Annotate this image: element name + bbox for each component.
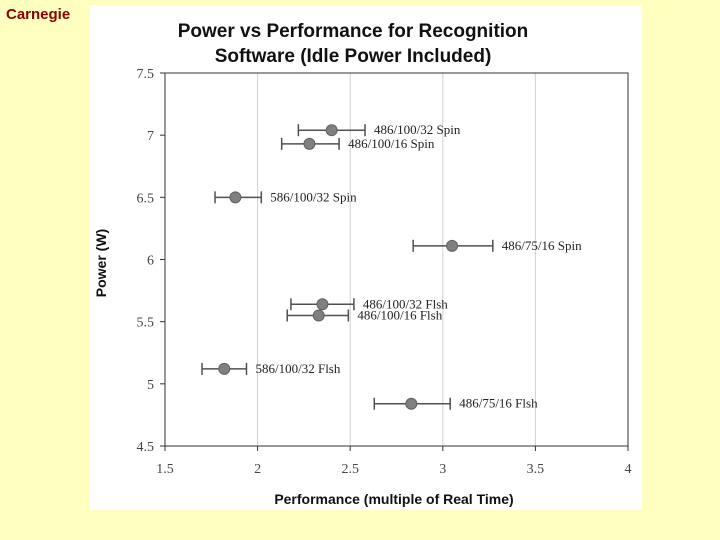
data-point-1: 486/100/32 Spin: [297, 122, 461, 137]
y-tick-label-2: 6.5: [137, 191, 155, 206]
y-tick-label-1: 7: [147, 129, 154, 144]
y-tick-label-3: 6: [147, 254, 154, 269]
data-point-2: 486/100/16 Spin: [280, 136, 435, 151]
point-label-3: 586/100/32 Spin: [270, 189, 357, 204]
point-label-6: 486/100/16 Flsh: [357, 307, 442, 322]
x-tick-label-5: 4: [625, 462, 632, 477]
marker-1: [325, 124, 338, 137]
marker-8: [405, 397, 418, 410]
y-tick-label-4: 5.5: [137, 316, 155, 331]
x-tick-label-1: 2: [254, 462, 261, 477]
chart-title-line-2: Software (Idle Power Included): [215, 46, 492, 67]
x-tick-label-0: 1.5: [156, 462, 174, 477]
x-tick-label-4: 3.5: [527, 462, 545, 477]
marker-3: [229, 191, 242, 204]
chart-panel: 1.5 2 2.5 3 3.5 4 7.5 7 6.5 6 5.5 5 4.5 486/100/32 S…: [90, 5, 642, 510]
marker-7: [218, 362, 231, 375]
point-label-4: 486/75/16 Spin: [502, 238, 582, 253]
y-axis-title: Power (W): [93, 229, 109, 297]
y-tick-label-5: 5: [147, 378, 154, 393]
x-tick-label-3: 3: [439, 462, 446, 477]
marker-4: [446, 239, 459, 252]
marker-5: [316, 298, 329, 311]
point-label-2: 486/100/16 Spin: [348, 136, 435, 151]
marker-6: [312, 309, 325, 322]
data-point-5: 486/100/32 Flsh: [290, 296, 448, 311]
data-point-7: 586/100/32 Flsh: [201, 361, 341, 376]
point-label-7: 586/100/32 Flsh: [255, 361, 340, 376]
point-label-5: 486/100/32 Flsh: [363, 296, 448, 311]
y-tick-label-6: 4.5: [137, 440, 155, 455]
x-axis-title: Performance (multiple of Real Time): [274, 491, 513, 507]
data-point-4: 486/75/16 Spin: [412, 238, 582, 253]
point-label-8: 486/75/16 Flsh: [459, 396, 538, 411]
slide-header: Carnegie: [6, 6, 71, 23]
data-point-6: 486/100/16 Flsh: [286, 307, 443, 322]
chart-title-line-1: Power vs Performance for Recognition: [178, 21, 529, 42]
data-point-3: 586/100/32 Spin: [214, 189, 357, 204]
data-point-8: 486/75/16 Flsh: [373, 396, 538, 411]
x-tick-label-2: 2.5: [341, 462, 359, 477]
point-label-1: 486/100/32 Spin: [374, 122, 461, 137]
y-tick-label-0: 7.5: [137, 67, 155, 82]
plot-frame: [164, 72, 629, 447]
scatter-chart: 1.5 2 2.5 3 3.5 4 7.5 7 6.5 6 5.5 5 4.5 486/100/32 S…: [93, 21, 632, 507]
marker-2: [303, 137, 316, 150]
